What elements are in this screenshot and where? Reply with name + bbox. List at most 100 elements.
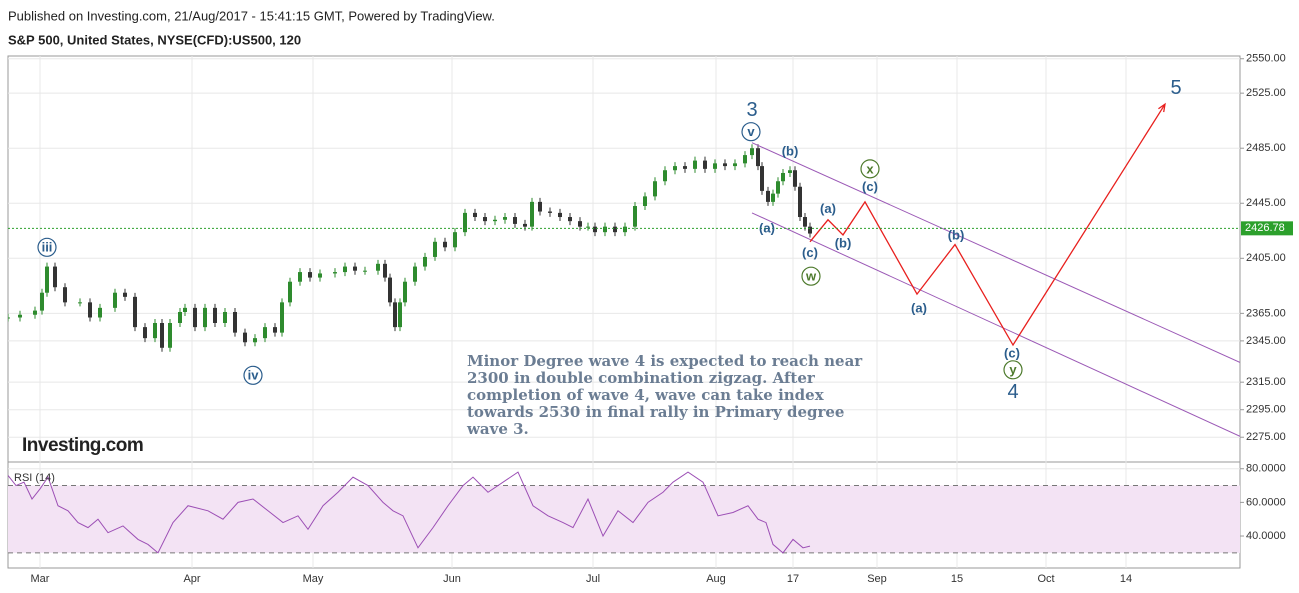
candle <box>233 311 237 333</box>
candle <box>586 226 590 228</box>
y-tick-label: 60.0000 <box>1246 496 1286 508</box>
y-tick-label: 2445.00 <box>1246 197 1286 209</box>
y-tick-label: 2365.00 <box>1246 307 1286 319</box>
x-tick-label: 14 <box>1120 573 1132 585</box>
channel-line <box>751 142 1240 363</box>
rsi-line <box>8 471 811 554</box>
y-tick-label: 2275.00 <box>1246 431 1286 443</box>
y-tick-label: 2345.00 <box>1246 335 1286 347</box>
last-price-box <box>1241 221 1293 236</box>
wave-circle <box>37 237 57 257</box>
candle <box>503 217 507 220</box>
wave-label: (a) <box>820 201 836 216</box>
candle <box>403 281 407 303</box>
pane <box>8 462 1240 568</box>
candle <box>113 292 117 308</box>
candle <box>613 226 617 233</box>
symbol-title: S&P 500, United States, NYSE(CFD):US500,… <box>8 32 301 47</box>
x-tick-label: Oct <box>1037 573 1054 585</box>
candle <box>743 155 747 164</box>
candle <box>160 322 164 348</box>
analysis-note: towards 2530 in final rally in Primary d… <box>467 403 844 421</box>
wave-label: (b) <box>782 143 799 158</box>
candle <box>8 317 10 319</box>
candle <box>78 302 82 304</box>
candle <box>750 148 754 156</box>
candle <box>398 302 402 328</box>
candle <box>353 266 357 271</box>
wave-circle <box>741 122 761 142</box>
y-tick-label: 40.0000 <box>1246 530 1286 542</box>
candle <box>703 160 707 169</box>
candle <box>168 322 172 348</box>
analysis-note: completion of wave 4, wave can take inde… <box>467 386 825 404</box>
candle <box>280 302 284 333</box>
candle <box>771 193 775 202</box>
analysis-note: wave 3. <box>466 420 529 438</box>
candle <box>788 170 792 173</box>
candle <box>203 307 207 328</box>
candle <box>45 266 49 293</box>
candle <box>523 223 527 227</box>
wave-label: 5 <box>1170 77 1181 99</box>
projection-path <box>809 103 1166 347</box>
x-tick-label: Jun <box>443 573 461 585</box>
x-tick-label: 15 <box>951 573 963 585</box>
wave-label: (c) <box>1004 346 1020 361</box>
candle <box>483 217 487 222</box>
candle <box>623 226 627 233</box>
candle <box>756 148 760 167</box>
candle <box>343 266 347 273</box>
candle <box>308 272 312 278</box>
x-tick-label: Sep <box>867 573 887 585</box>
analysis-note: Minor Degree wave 4 is expected to reach… <box>467 352 863 370</box>
candle <box>40 292 44 311</box>
candle <box>213 307 217 323</box>
candle <box>798 186 802 218</box>
y-tick-label: 2295.00 <box>1246 404 1286 416</box>
candle <box>766 190 770 202</box>
candle <box>493 219 497 222</box>
channel-line <box>751 212 1240 437</box>
wave-label: (c) <box>802 245 818 260</box>
candle <box>98 307 102 318</box>
candle <box>318 273 322 278</box>
wave-label: (b) <box>948 227 965 242</box>
candle <box>663 170 667 182</box>
candle <box>473 212 477 218</box>
y-tick-label: 80.0000 <box>1246 463 1286 475</box>
wave-label: y <box>1009 362 1017 377</box>
candle <box>713 163 717 169</box>
wave-label: v <box>747 124 755 139</box>
wave-circle <box>860 159 880 179</box>
candle <box>376 263 380 271</box>
candle <box>578 221 582 227</box>
candle <box>388 277 392 303</box>
candle <box>423 256 427 267</box>
candle <box>723 163 727 167</box>
candle <box>243 332 247 343</box>
candle <box>673 166 677 171</box>
wave-label: (b) <box>835 236 852 251</box>
wave-circle <box>801 266 821 286</box>
candle <box>453 232 457 248</box>
candle <box>298 272 302 282</box>
candle <box>463 212 467 233</box>
candle <box>273 327 277 333</box>
candle <box>433 241 437 257</box>
candle <box>538 201 542 212</box>
candle <box>288 281 292 303</box>
wave-circle <box>1003 360 1023 380</box>
wave-label: (c) <box>862 179 878 194</box>
projection-arrow <box>1158 102 1166 113</box>
x-tick-label: Apr <box>183 573 200 585</box>
pane-title: RSI (14) <box>14 472 55 484</box>
pane <box>8 56 1240 462</box>
candle <box>223 311 227 323</box>
candle <box>513 217 517 224</box>
candle <box>143 327 147 339</box>
wave-label: (a) <box>759 220 775 235</box>
candle <box>776 181 780 194</box>
candle <box>548 211 552 213</box>
